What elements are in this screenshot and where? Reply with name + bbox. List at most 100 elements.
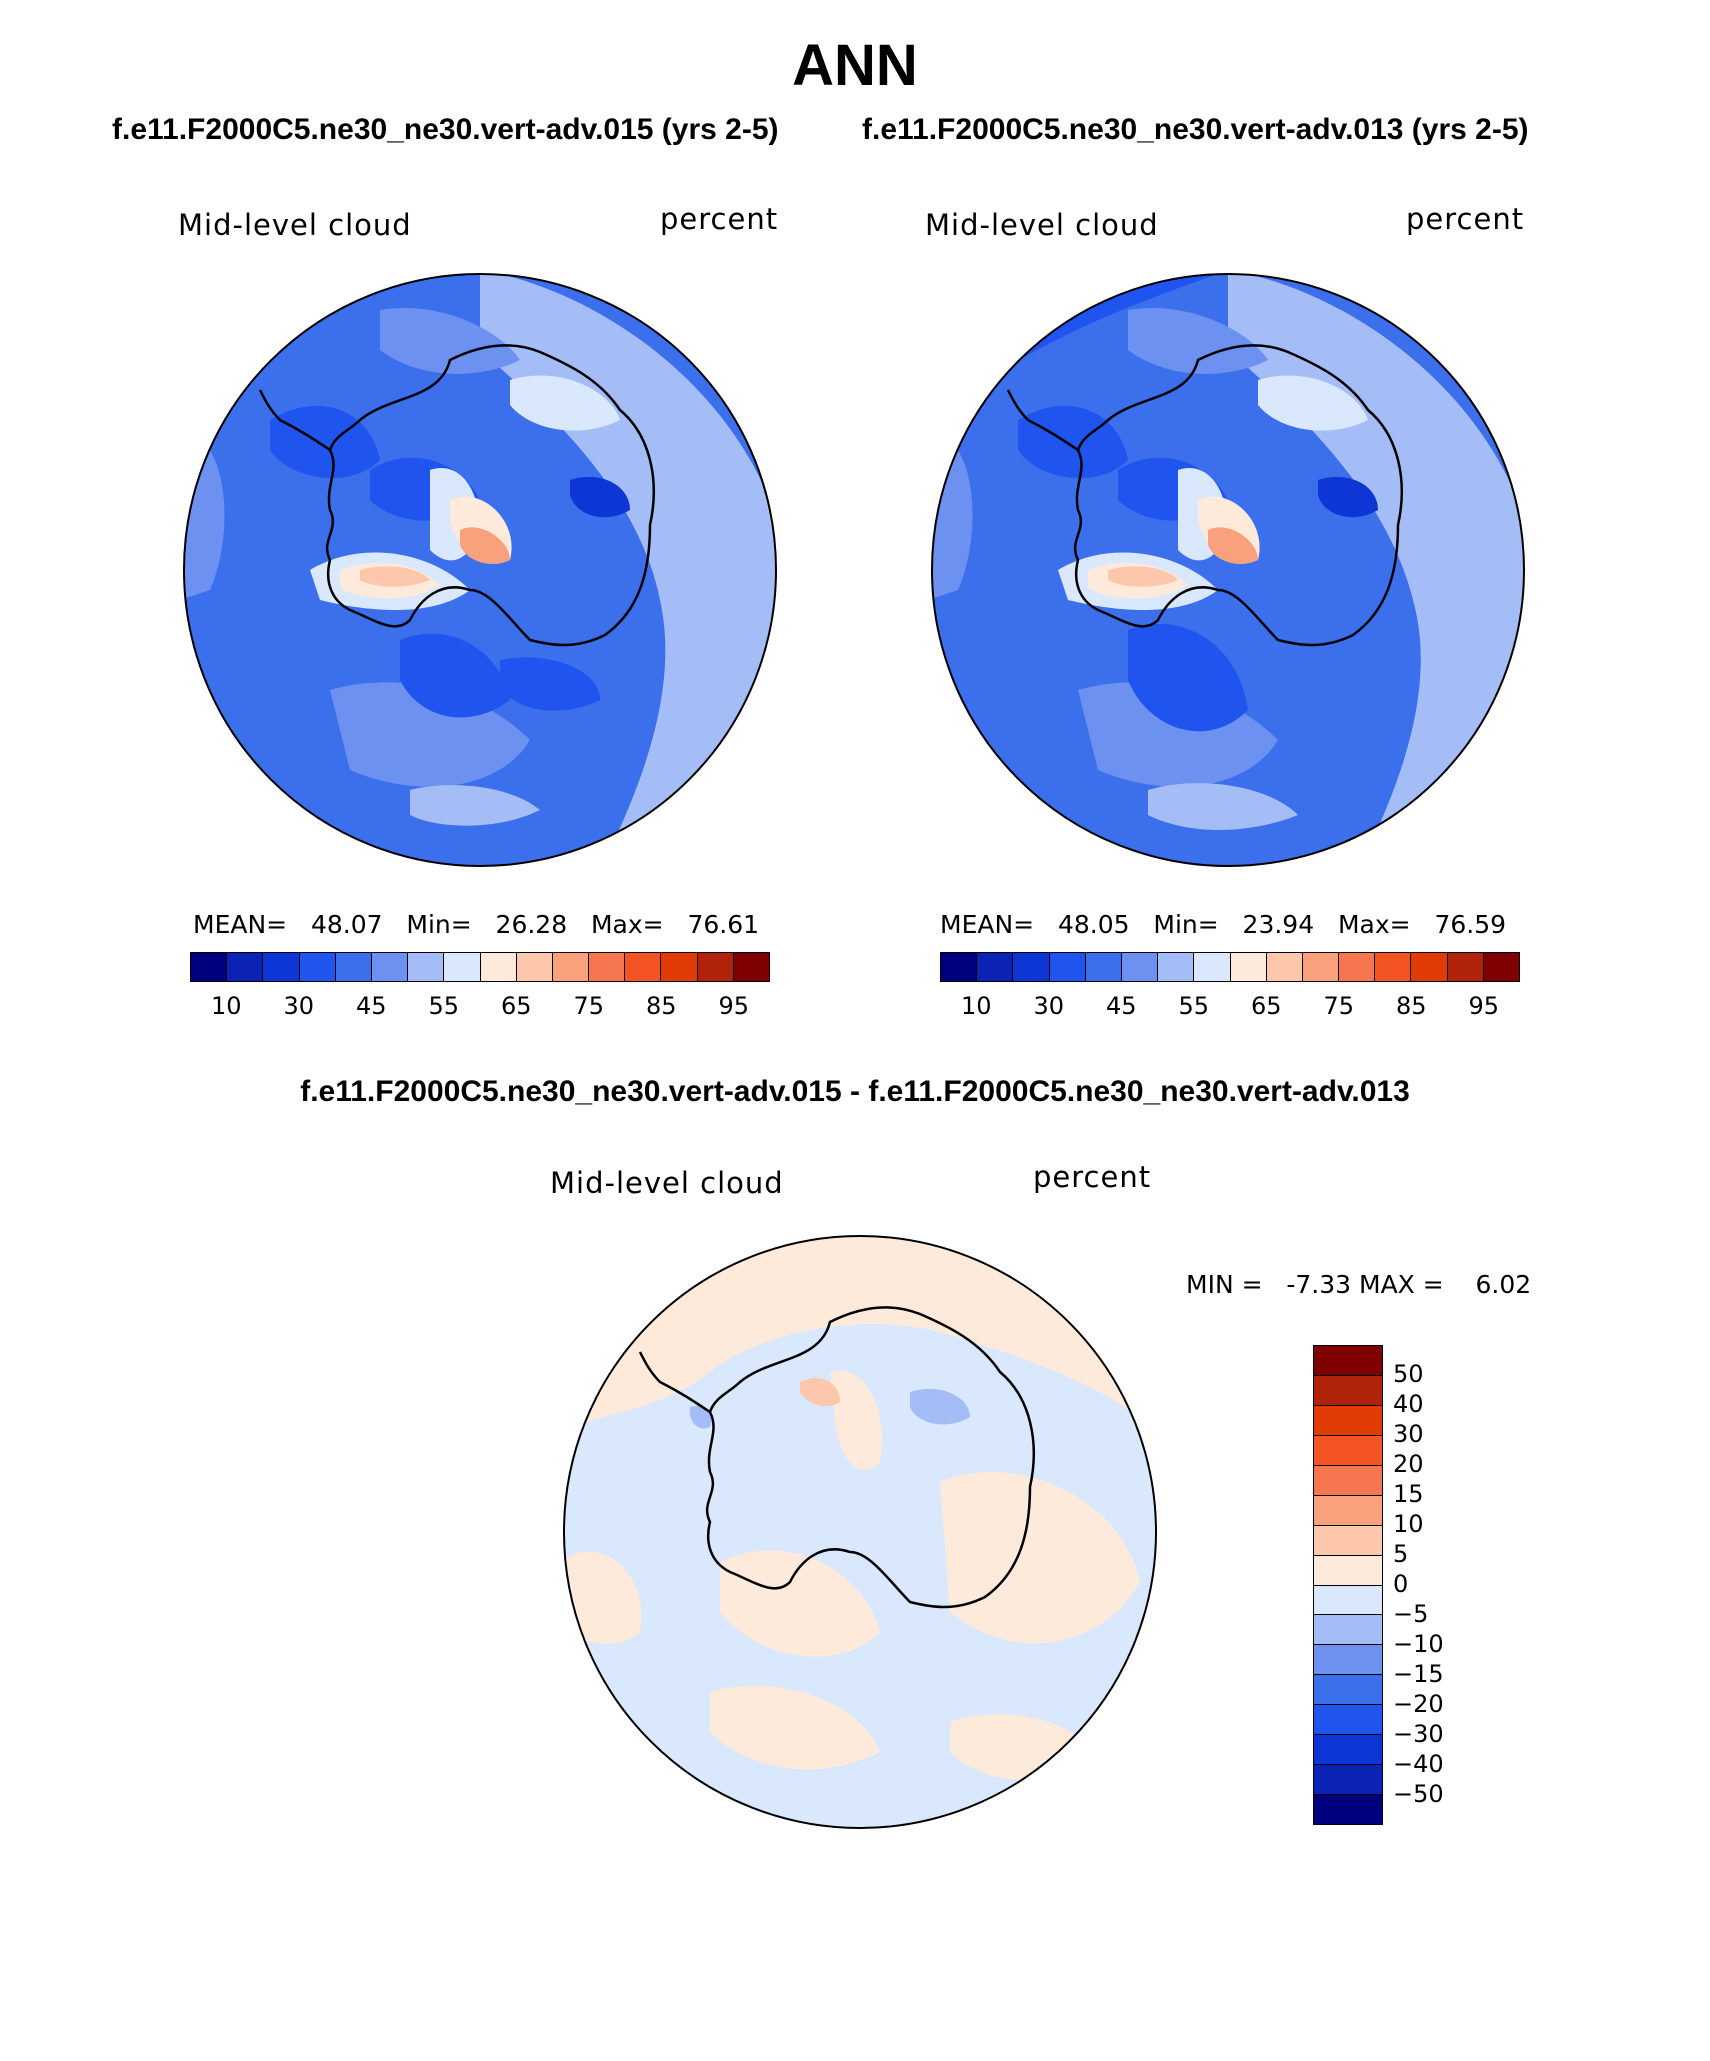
colorbar-tick-label: 10 bbox=[210, 992, 242, 1020]
colorbar-tick-label: 85 bbox=[645, 992, 677, 1020]
colorbar-swatch bbox=[660, 953, 697, 981]
field-contour-dark bbox=[1018, 405, 1128, 479]
field-contour-warmest bbox=[1208, 527, 1258, 565]
panel2-max-value: 76.59 bbox=[1434, 910, 1507, 939]
colorbar-tick-label: 15 bbox=[1393, 1480, 1424, 1508]
colorbar-swatch bbox=[1157, 953, 1194, 981]
colorbar-tick-label: 45 bbox=[355, 992, 387, 1020]
colorbar-swatch bbox=[191, 953, 227, 981]
colorbar-swatch bbox=[1229, 953, 1266, 981]
field-contour-darker bbox=[1318, 476, 1378, 518]
map-panel-1 bbox=[183, 273, 777, 867]
colorbar-swatch bbox=[443, 953, 480, 981]
colorbar-panel1-ticks: 10 30 45 55 65 75 85 95 bbox=[190, 992, 770, 1022]
colorbar-swatch bbox=[551, 953, 589, 981]
colorbar-tick-label: 50 bbox=[1393, 1360, 1424, 1388]
colorbar-tick-label: −20 bbox=[1393, 1690, 1444, 1718]
field-contour-positive bbox=[564, 1236, 1156, 1432]
panel1-max-label: Max= bbox=[590, 910, 664, 939]
antarctica-coastline bbox=[325, 344, 655, 647]
panel3-units-label: percent bbox=[1033, 1160, 1152, 1194]
colorbar-swatch bbox=[1314, 1614, 1382, 1645]
colorbar-swatch bbox=[1314, 1346, 1382, 1375]
colorbar-swatch bbox=[370, 953, 408, 981]
colorbar-tick-label: 40 bbox=[1393, 1390, 1424, 1418]
field-contour-mid bbox=[1128, 308, 1268, 374]
colorbar-tick-label: 30 bbox=[1033, 992, 1065, 1020]
panel2-min-value: 23.94 bbox=[1242, 910, 1315, 939]
colorbar-swatch bbox=[732, 953, 769, 981]
colorbar-tick-label: −10 bbox=[1393, 1630, 1444, 1658]
colorbar-swatch bbox=[334, 953, 371, 981]
figure-title: ANN bbox=[792, 33, 918, 98]
colorbar-tick-label: 55 bbox=[428, 992, 460, 1020]
panel2-units-label: percent bbox=[1406, 202, 1525, 236]
antarctica-coastline bbox=[705, 1306, 1035, 1609]
panel3-minmax: MIN = -7.33 MAX = 6.02 bbox=[1186, 1270, 1532, 1299]
colorbar-swatch bbox=[1012, 953, 1049, 981]
colorbar-swatch bbox=[588, 953, 625, 981]
field-contour-dark bbox=[500, 657, 600, 711]
colorbar-swatch bbox=[1374, 953, 1411, 981]
panel1-min-label: Min= bbox=[406, 910, 472, 939]
colorbar-tick-label: −30 bbox=[1393, 1720, 1444, 1748]
panel1-min-value: 26.28 bbox=[495, 910, 568, 939]
colorbar-panel3 bbox=[1313, 1345, 1383, 1825]
colorbar-swatch bbox=[1265, 953, 1302, 981]
colorbar-swatch bbox=[1314, 1794, 1382, 1824]
map-panel-2 bbox=[931, 273, 1525, 867]
panel1-variable-label: Mid-level cloud bbox=[178, 208, 412, 242]
panel1-max-value: 76.61 bbox=[687, 910, 760, 939]
colorbar-swatch bbox=[1314, 1524, 1382, 1555]
field-contour-light bbox=[1148, 783, 1298, 830]
colorbar-swatch bbox=[1410, 953, 1447, 981]
colorbar-tick-label: 45 bbox=[1105, 992, 1137, 1020]
map-boundary bbox=[563, 1235, 1157, 1829]
colorbar-panel2 bbox=[940, 952, 1520, 982]
colorbar-swatch bbox=[1314, 1734, 1382, 1765]
field-contour-negative bbox=[910, 1388, 970, 1425]
colorbar-panel3-ticks: 50 40 30 20 15 10 5 0 −5 −10 −15 −20 −30 −40 −50 bbox=[1393, 1345, 1513, 1825]
antarctic-peninsula-coastline bbox=[1006, 389, 1079, 452]
colorbar-swatch bbox=[976, 953, 1013, 981]
colorbar-swatch bbox=[1314, 1554, 1382, 1585]
colorbar-swatch bbox=[1193, 953, 1230, 981]
colorbar-panel2-ticks: 10 30 45 55 65 75 85 95 bbox=[940, 992, 1520, 1022]
colorbar-swatch bbox=[226, 953, 263, 981]
colorbar-swatch bbox=[1314, 1404, 1382, 1435]
field-contour-dark bbox=[270, 405, 380, 479]
field-contour-positive bbox=[710, 1685, 880, 1770]
colorbar-tick-label: 30 bbox=[283, 992, 315, 1020]
map-panel-3 bbox=[563, 1235, 1157, 1829]
colorbar-swatch bbox=[1314, 1704, 1382, 1735]
colorbar-swatch bbox=[696, 953, 733, 981]
antarctic-peninsula-coastline bbox=[638, 1351, 711, 1414]
colorbar-tick-label: 30 bbox=[1393, 1420, 1424, 1448]
colorbar-swatch bbox=[1482, 953, 1519, 981]
colorbar-swatch bbox=[1314, 1464, 1382, 1495]
colorbar-swatch bbox=[515, 953, 552, 981]
field-contour-light bbox=[410, 785, 540, 826]
colorbar-swatch bbox=[1314, 1644, 1382, 1675]
field-contour-positive-strong bbox=[800, 1378, 840, 1407]
colorbar-swatch bbox=[1048, 953, 1085, 981]
colorbar-swatch bbox=[1314, 1764, 1382, 1795]
panel3-variable-label: Mid-level cloud bbox=[550, 1166, 784, 1200]
panel2-variable-label: Mid-level cloud bbox=[925, 208, 1159, 242]
colorbar-tick-label: −5 bbox=[1393, 1600, 1429, 1628]
panel2-min-label: Min= bbox=[1153, 910, 1219, 939]
colorbar-tick-label: 55 bbox=[1178, 992, 1210, 1020]
colorbar-swatch bbox=[624, 953, 661, 981]
colorbar-swatch bbox=[1301, 953, 1339, 981]
colorbar-swatch bbox=[1084, 953, 1121, 981]
field-contour-positive bbox=[564, 1551, 642, 1644]
colorbar-swatch bbox=[941, 953, 977, 981]
colorbar-tick-label: −15 bbox=[1393, 1660, 1444, 1688]
colorbar-tick-label: 5 bbox=[1393, 1540, 1409, 1568]
field-contour-positive bbox=[720, 1550, 880, 1657]
panel2-mean-label: MEAN= bbox=[940, 910, 1035, 939]
subtitle-right: f.e11.F2000C5.ne30_ne30.vert-adv.013 (yr… bbox=[862, 113, 1529, 146]
field-contour-negative bbox=[689, 1405, 712, 1429]
colorbar-tick-label: −40 bbox=[1393, 1750, 1444, 1778]
colorbar-tick-label: 75 bbox=[1323, 992, 1355, 1020]
